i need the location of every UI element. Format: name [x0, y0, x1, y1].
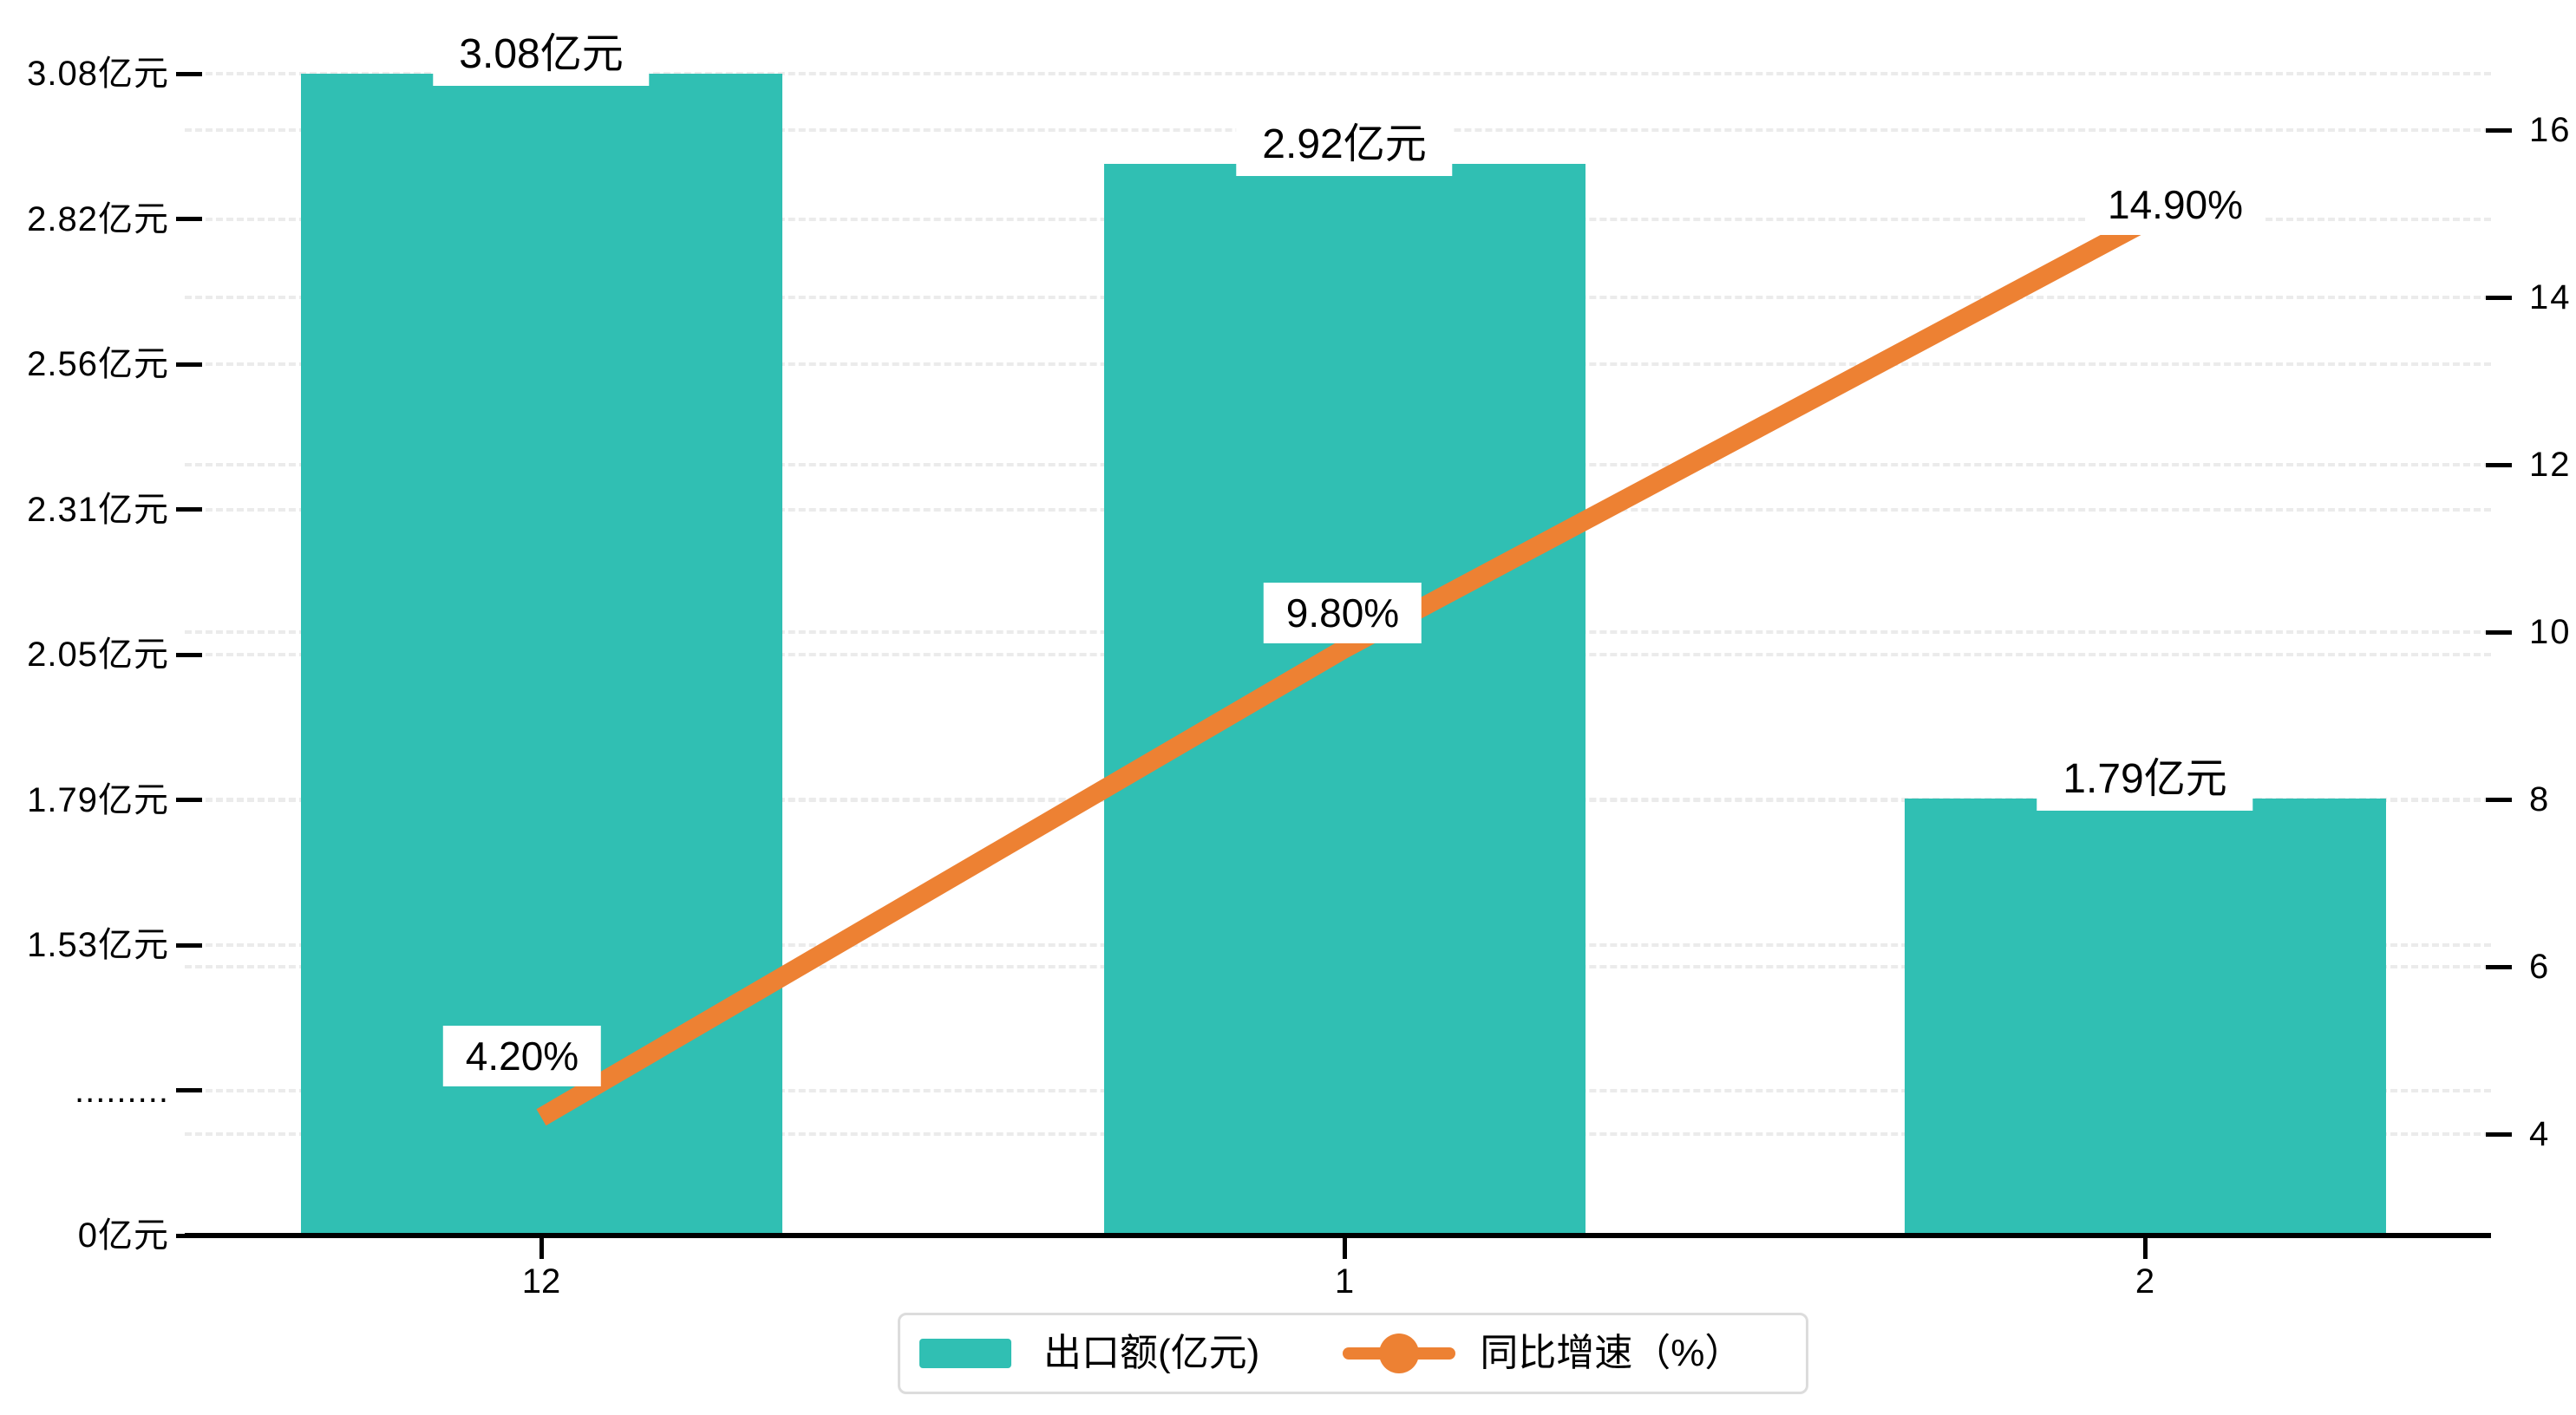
- left-axis-tick-label: 2.56亿元: [27, 345, 169, 383]
- left-axis-tick-mark: [176, 362, 202, 367]
- bar-value-label: 2.92亿元: [1236, 113, 1453, 176]
- left-axis-tick-label: 2.05亿元: [27, 636, 169, 674]
- left-axis-tick-mark: [176, 507, 202, 512]
- bar: [1904, 799, 2386, 1236]
- line-value-label: 4.20%: [442, 1025, 602, 1086]
- legend-label-growth: 同比增速（%）: [1480, 1332, 1743, 1374]
- right-axis-tick-label: 6: [2529, 948, 2551, 986]
- bar: [1103, 163, 1585, 1236]
- right-axis-tick-mark: [2486, 127, 2512, 133]
- right-axis-tick-mark: [2486, 1131, 2512, 1137]
- bar-value-label: 1.79亿元: [2037, 748, 2253, 812]
- left-axis-tick-label: 0亿元: [77, 1216, 169, 1255]
- left-axis-tick-mark: [176, 71, 202, 76]
- legend-line-dot-icon: [1379, 1333, 1420, 1373]
- left-axis-tick-mark: [176, 217, 202, 221]
- right-axis-tick-mark: [2486, 295, 2512, 300]
- right-axis-tick-label: 12: [2529, 446, 2572, 484]
- legend-line-dot-swatch-icon: [1343, 1333, 1456, 1373]
- left-axis-tick-label: 3.08亿元: [27, 55, 169, 93]
- growth-line: [536, 213, 2150, 1126]
- x-axis-tick-mark: [1342, 1238, 1347, 1259]
- left-axis-tick-label: 2.82亿元: [27, 199, 169, 238]
- left-axis-tick-mark: [176, 798, 202, 802]
- left-axis-tick-mark: [176, 1088, 202, 1092]
- line-value-label: 14.90%: [2084, 174, 2266, 236]
- left-axis-tick-label: .........: [74, 1071, 169, 1110]
- x-axis-tick-label: 12: [521, 1262, 561, 1301]
- x-axis-tick-mark: [2142, 1238, 2148, 1259]
- legend-bar-swatch-icon: [919, 1339, 1011, 1368]
- x-axis-line: [185, 1233, 2491, 1238]
- left-axis-tick-label: 2.31亿元: [27, 490, 169, 529]
- left-axis-tick-mark: [176, 652, 202, 657]
- left-axis-tick-mark: [176, 942, 202, 948]
- right-axis-tick-mark: [2486, 462, 2512, 467]
- x-axis-tick-label: 1: [1334, 1262, 1355, 1301]
- legend: 出口额(亿元) 同比增速（%）: [898, 1313, 1808, 1394]
- gridline: [185, 72, 2491, 75]
- right-axis-tick-label: 16: [2529, 111, 2572, 149]
- right-axis-tick-label: 4: [2529, 1115, 2551, 1153]
- line-value-label: 9.80%: [1263, 583, 1422, 644]
- left-axis-tick-label: 1.53亿元: [27, 926, 169, 964]
- right-axis-tick-label: 10: [2529, 613, 2572, 651]
- right-axis-tick-mark: [2486, 964, 2512, 969]
- x-axis-tick-mark: [539, 1238, 544, 1259]
- legend-item-export[interactable]: 出口额(亿元): [919, 1333, 1259, 1374]
- right-axis-tick-mark: [2486, 629, 2512, 635]
- left-axis-tick-mark: [176, 1233, 202, 1238]
- right-axis-tick-label: 8: [2529, 780, 2551, 818]
- legend-label-export: 出口额(亿元): [1043, 1332, 1260, 1374]
- x-axis-tick-label: 2: [2135, 1262, 2155, 1301]
- bar-value-label: 3.08亿元: [433, 23, 650, 86]
- right-axis-tick-label: 14: [2529, 278, 2572, 316]
- legend-item-growth[interactable]: 同比增速（%）: [1343, 1333, 1742, 1374]
- right-axis-tick-mark: [2486, 797, 2512, 802]
- left-axis-tick-label: 1.79亿元: [27, 780, 169, 819]
